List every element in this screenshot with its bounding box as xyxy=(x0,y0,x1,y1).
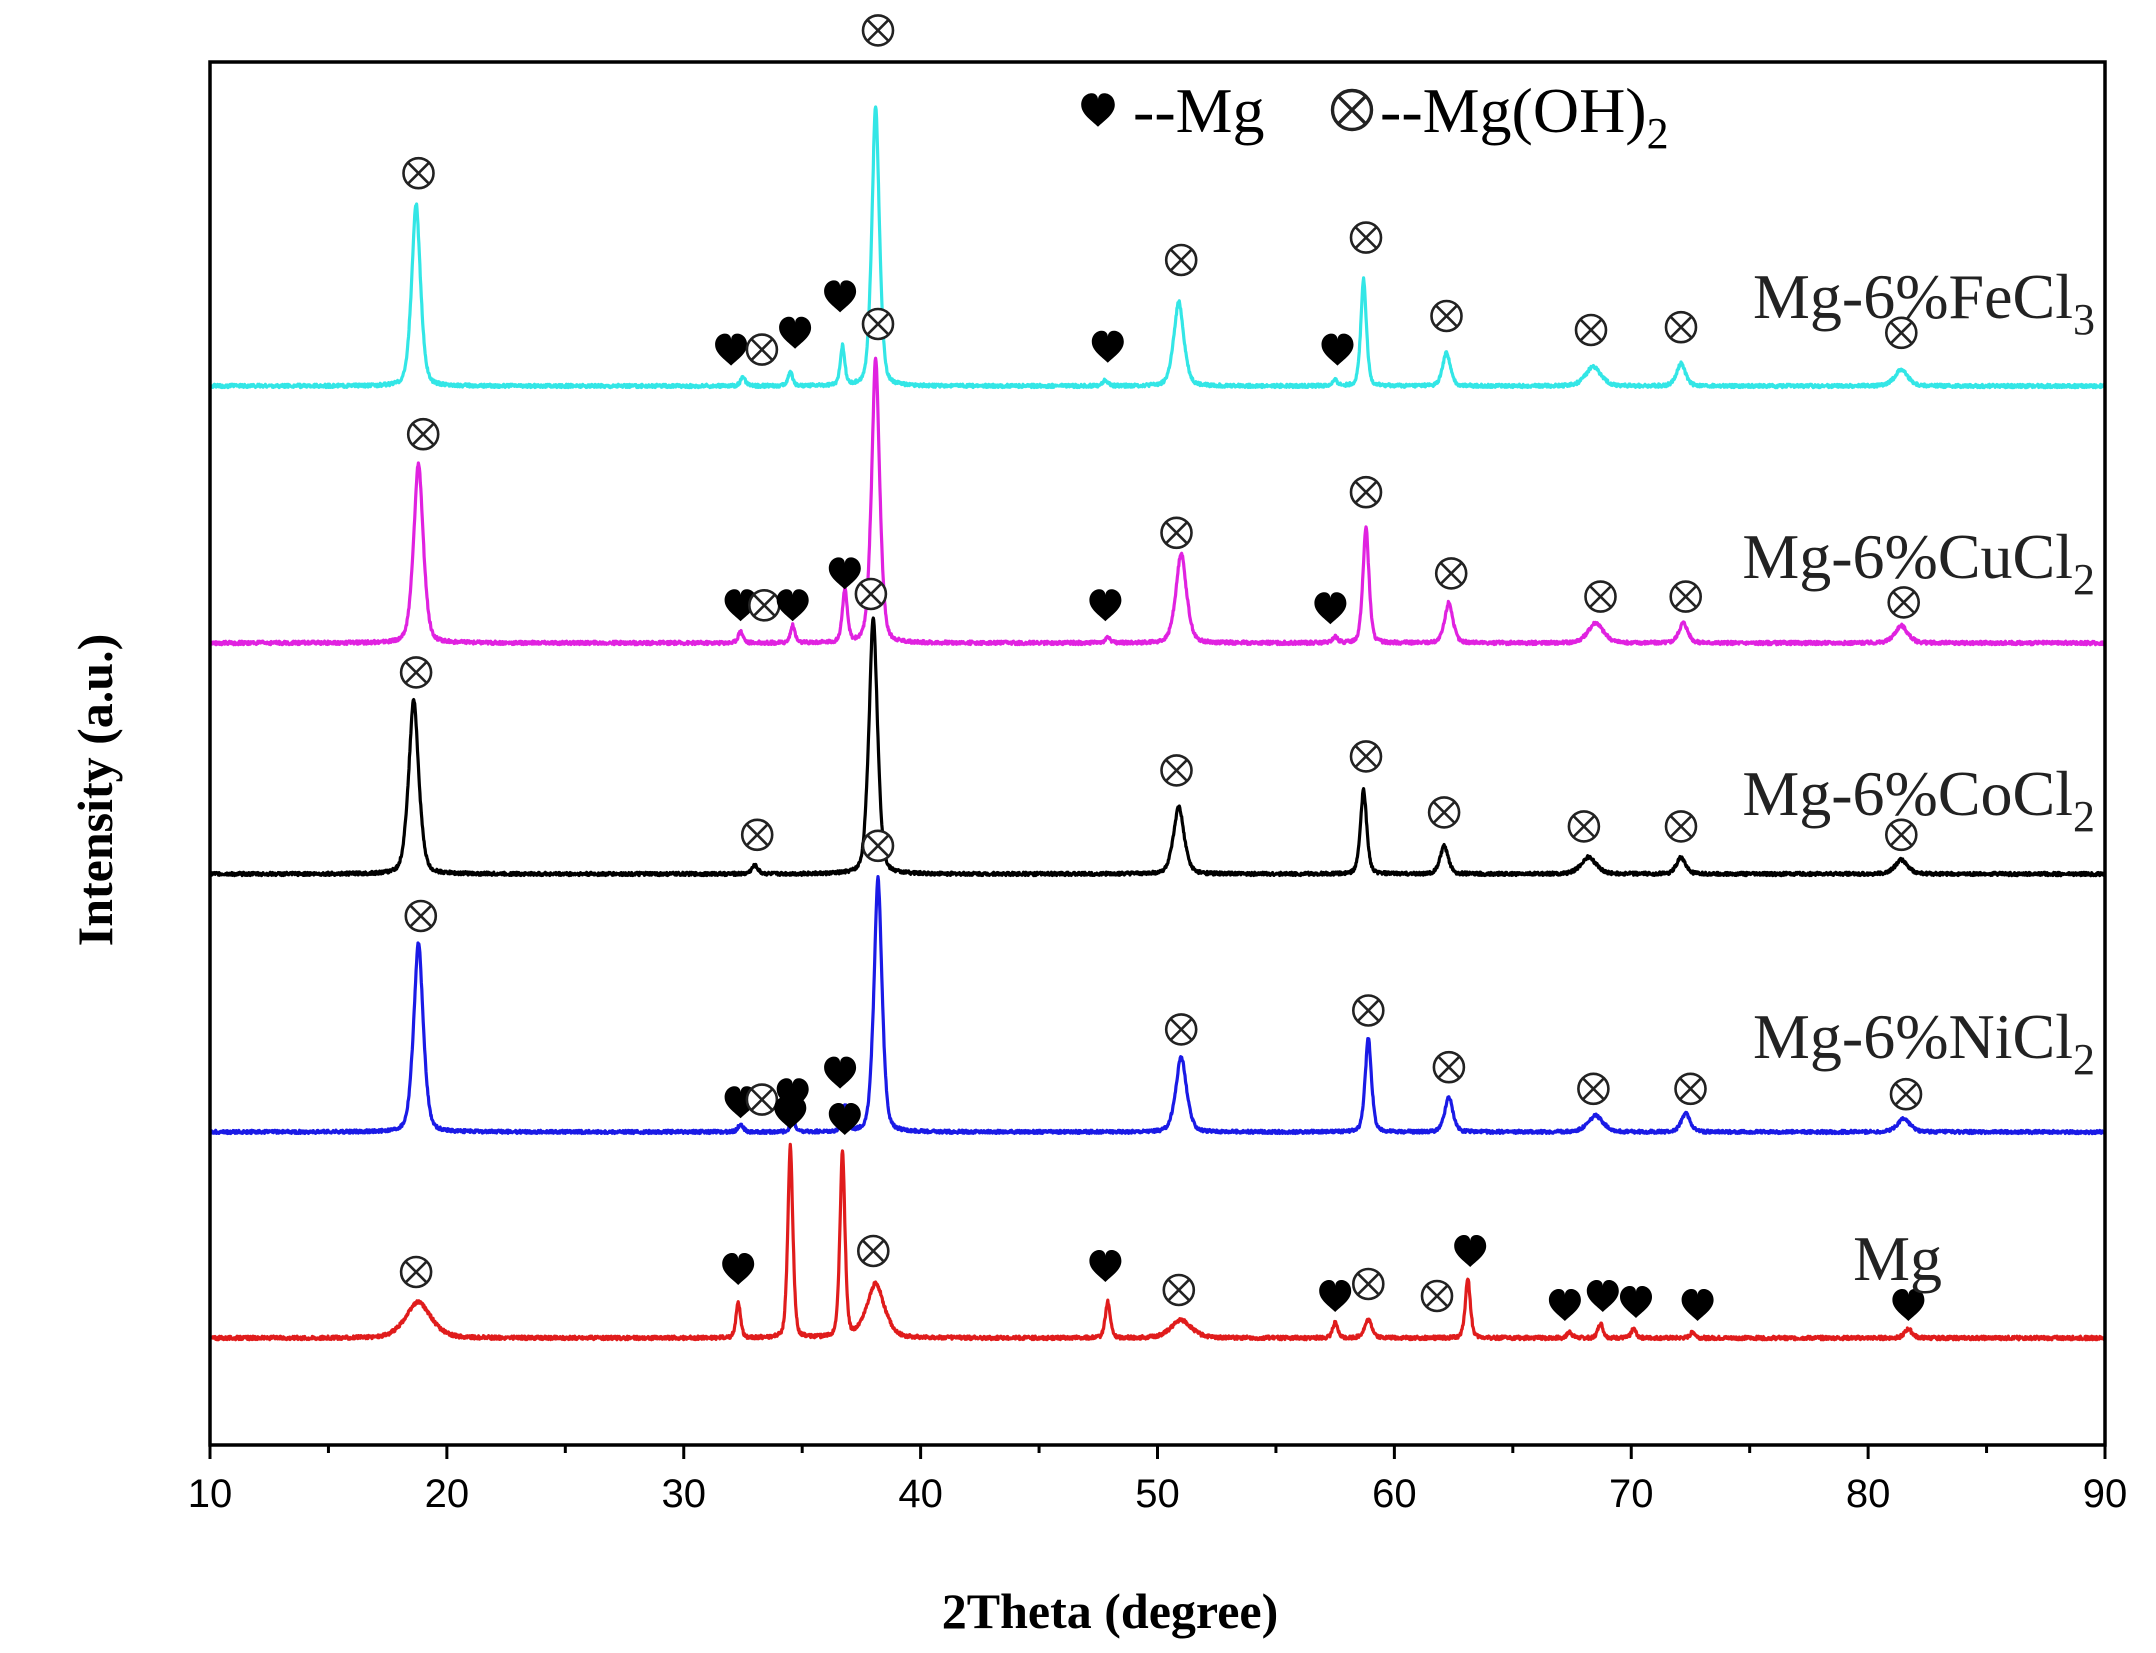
x-tick-label: 60 xyxy=(1372,1472,1417,1516)
x-tick-label: 80 xyxy=(1846,1472,1891,1516)
mg-marker xyxy=(1620,1286,1652,1318)
x-tick-label: 30 xyxy=(662,1472,707,1516)
mg-oh2-marker xyxy=(1420,1279,1454,1313)
mg-oh2-marker xyxy=(1674,1072,1707,1106)
mg-oh2-marker xyxy=(406,417,440,451)
mg-oh2-marker xyxy=(1352,1267,1385,1301)
mg-oh2-marker xyxy=(1574,313,1608,347)
x-tick-label: 10 xyxy=(188,1472,233,1516)
series-label-0: Mg-6%FeCl3 xyxy=(1753,261,2095,344)
mg-oh2-marker xyxy=(1349,475,1383,509)
mg-oh2-marker xyxy=(1164,1013,1198,1046)
mg-marker xyxy=(1892,1289,1925,1321)
mg-oh2-marker xyxy=(747,588,781,622)
mg-oh2-marker xyxy=(745,333,779,366)
mg-oh2-marker xyxy=(1430,299,1463,333)
series-trace-2 xyxy=(208,616,2107,878)
mg-oh2-marker xyxy=(861,829,895,863)
mg-marker xyxy=(828,557,861,590)
mg-oh2-marker xyxy=(1349,221,1383,254)
mg-oh2-marker xyxy=(1160,516,1193,550)
mg-marker xyxy=(824,280,857,313)
mg-marker xyxy=(828,1103,861,1135)
mg-oh2-marker xyxy=(402,156,435,190)
mg-oh2-marker xyxy=(861,14,895,47)
mg-oh2-marker xyxy=(1352,994,1385,1027)
mg-marker xyxy=(1548,1289,1581,1321)
series-trace-4 xyxy=(208,1142,2107,1342)
mg-oh2-marker xyxy=(399,656,433,689)
mg-marker xyxy=(1314,592,1347,625)
mg-marker xyxy=(1089,589,1122,622)
mg-marker xyxy=(1089,1250,1122,1282)
mg-oh2-marker xyxy=(1567,810,1601,843)
mg-marker xyxy=(1319,1280,1352,1312)
series-trace-1 xyxy=(208,356,2107,647)
mg-marker xyxy=(715,333,748,366)
series-trace-3 xyxy=(208,875,2107,1136)
legend-heart-icon xyxy=(1081,93,1115,127)
mg-marker xyxy=(722,1253,755,1285)
mg-oh2-marker xyxy=(1160,754,1193,787)
legend-otimes-icon xyxy=(1330,88,1374,132)
mg-oh2-marker xyxy=(1885,818,1918,852)
x-tick-label: 90 xyxy=(2083,1472,2128,1516)
series-labels: Mg-6%FeCl3 Mg-6%CuCl2 Mg-6%CoCl2 Mg-6%NiCl2… xyxy=(1742,261,2095,1294)
x-tick-label: 50 xyxy=(1135,1472,1180,1516)
mg-oh2-marker xyxy=(854,577,888,611)
mg-oh2-marker xyxy=(861,307,895,341)
mg-marker xyxy=(1454,1235,1487,1267)
mg-oh2-marker xyxy=(1669,580,1702,613)
mg-oh2-marker xyxy=(1664,310,1698,344)
mg-oh2-marker xyxy=(1584,580,1617,613)
series-trace-0 xyxy=(208,105,2107,390)
x-tick-label: 40 xyxy=(898,1472,943,1516)
mg-marker xyxy=(1586,1280,1619,1312)
mg-oh2-marker xyxy=(1349,740,1383,773)
mg-marker xyxy=(774,1097,807,1129)
mg-oh2-marker xyxy=(1885,316,1918,350)
mg-marker xyxy=(1321,333,1354,366)
mg-oh2-marker xyxy=(399,1255,433,1289)
mg-oh2-marker xyxy=(1577,1072,1610,1106)
mg-marker xyxy=(724,589,757,622)
series-label-2: Mg-6%CoCl2 xyxy=(1742,758,2095,841)
mg-marker xyxy=(779,316,812,349)
x-axis-title: 2Theta (degree) xyxy=(942,1583,1278,1639)
x-tick-label: 70 xyxy=(1609,1472,1654,1516)
x-tick-label: 20 xyxy=(425,1472,470,1516)
peak-markers xyxy=(399,14,1925,1321)
legend: --Mg --Mg(OH)2 xyxy=(1081,75,1669,158)
y-axis-title: Intensity (a.u.) xyxy=(67,634,123,947)
mg-oh2-marker xyxy=(740,818,774,852)
mg-oh2-marker xyxy=(1434,557,1468,590)
x-axis-ticks xyxy=(208,1445,2107,1459)
legend-label-mg: --Mg xyxy=(1133,75,1265,146)
mg-marker xyxy=(824,1056,857,1089)
mg-oh2-marker xyxy=(1162,1273,1196,1307)
mg-oh2-marker xyxy=(745,1083,779,1116)
series-label-4: Mg xyxy=(1853,1223,1942,1294)
legend-label-mg-oh2: --Mg(OH)2 xyxy=(1380,75,1669,158)
mg-oh2-marker xyxy=(1889,1077,1923,1111)
mg-oh2-marker xyxy=(1164,243,1198,277)
mg-marker xyxy=(1091,330,1124,363)
mg-oh2-marker xyxy=(1432,1050,1466,1084)
mg-oh2-marker xyxy=(1427,796,1461,829)
series-label-1: Mg-6%CuCl2 xyxy=(1742,521,2095,604)
mg-oh2-marker xyxy=(1887,586,1920,619)
mg-marker xyxy=(776,589,809,622)
mg-marker xyxy=(1681,1289,1714,1321)
series-traces xyxy=(208,105,2107,1342)
series-label-3: Mg-6%NiCl2 xyxy=(1753,1001,2095,1084)
mg-oh2-marker xyxy=(856,1234,890,1268)
x-axis-tick-labels: 10 20 30 40 50 60 70 80 90 xyxy=(188,1472,2128,1516)
mg-oh2-marker xyxy=(1664,810,1698,843)
mg-oh2-marker xyxy=(404,899,438,933)
